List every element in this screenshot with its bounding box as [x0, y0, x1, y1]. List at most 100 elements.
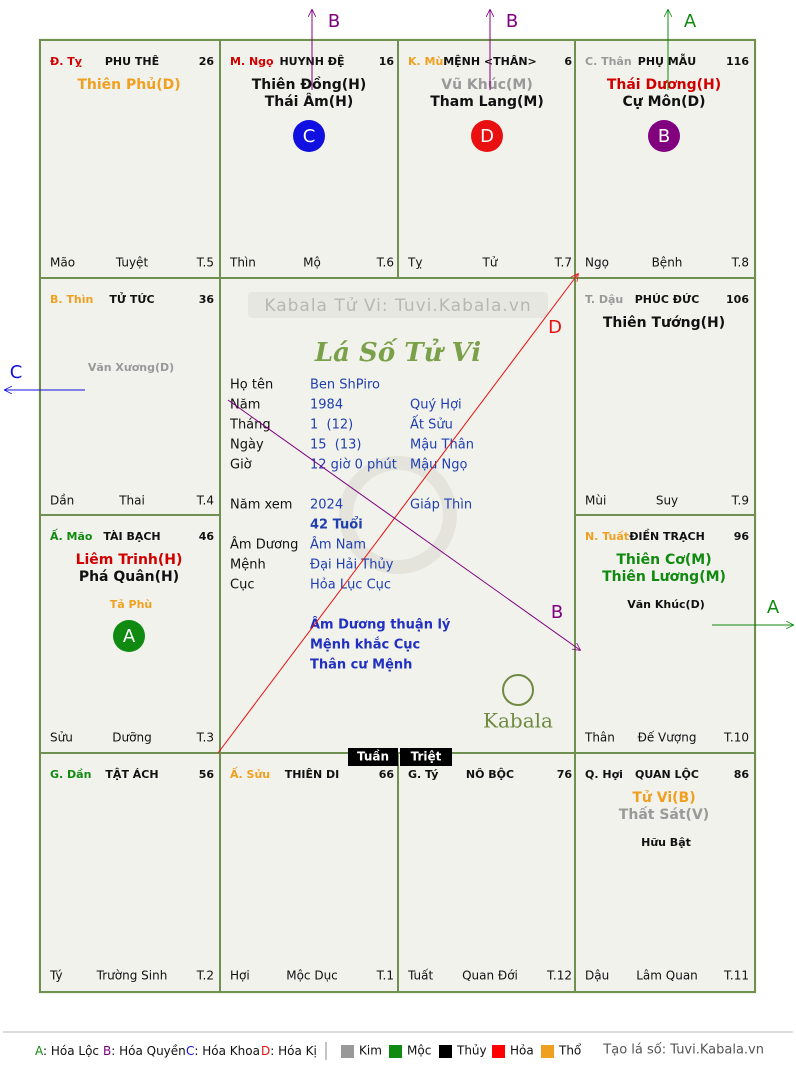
hoa-label: D: [480, 126, 494, 147]
palace-can: Ấ. Sửu: [230, 766, 270, 781]
palace-age: 86: [734, 768, 750, 781]
hoa-badge: [471, 120, 503, 152]
hoa-label: A: [123, 626, 136, 647]
palace-name: TỬ TỨC: [109, 292, 154, 306]
legend-swatch: [541, 1045, 554, 1058]
note: Mệnh khắc Cục: [310, 638, 420, 653]
major-star: Liêm Trinh(H): [76, 552, 183, 568]
arrow-label: A: [767, 597, 780, 618]
logo-icon: [502, 674, 534, 706]
hoa-badge: [113, 620, 145, 652]
legend-swatch: [389, 1045, 402, 1058]
palace-can: G. Tý: [408, 768, 438, 781]
info-value: Quý Hợi: [410, 398, 462, 413]
palace-month: T.8: [731, 256, 749, 270]
palace-age: 76: [557, 768, 573, 781]
info-value: Ben ShPiro: [310, 378, 380, 393]
palace-age: 96: [734, 530, 750, 543]
palace-month: T.1: [376, 969, 394, 983]
palace-can: B. Thìn: [50, 293, 93, 306]
palace-age: 16: [379, 55, 395, 68]
info-value: Hỏa Lục Cục: [310, 578, 391, 593]
legend-element: Hỏa: [510, 1044, 534, 1058]
minor-star: Văn Xương(D): [88, 361, 174, 374]
palace-month: T.3: [196, 731, 214, 745]
info-value: Giáp Thìn: [410, 498, 472, 513]
legend-element: Mộc: [407, 1044, 431, 1058]
palace-stage: Mộc Dục: [286, 969, 338, 983]
palace-name: THIÊN DI: [285, 768, 340, 781]
palace-name: TẬT ÁCH: [105, 768, 158, 781]
arrow-label: B: [551, 602, 563, 623]
hoa-badge: [648, 120, 680, 152]
palace-can: Đ. Tỵ: [50, 55, 82, 68]
legend-text: : Hóa Quyền: [111, 1044, 186, 1058]
arrow-label: C: [10, 362, 23, 383]
legend-element: Thủy: [456, 1044, 487, 1058]
triet-box: [400, 748, 452, 766]
palace-branch: Thìn: [229, 256, 256, 270]
palace-can: G. Dần: [50, 768, 91, 781]
major-star: Thiên Đồng(H): [252, 76, 367, 93]
info-value: Mậu Ngọ: [410, 458, 468, 473]
legend-element: Thổ: [558, 1044, 582, 1058]
info-label: Tháng: [229, 418, 271, 433]
info-value: Ất Sửu: [410, 416, 453, 433]
legend-text: : Hóa Kị: [270, 1044, 317, 1058]
palace-stage: Thai: [118, 494, 145, 508]
palace-branch: Ngọ: [585, 256, 609, 270]
legend-key: A: [35, 1044, 44, 1058]
center-emblem: [339, 456, 457, 574]
info-value: Âm Nam: [310, 537, 366, 553]
major-star: Tử Vi(B): [632, 790, 695, 806]
info-label: Mệnh: [230, 558, 266, 573]
info-value: 1984: [310, 398, 343, 413]
hoa-label: C: [303, 126, 316, 147]
palace-branch: Dậu: [585, 969, 609, 983]
palace-branch: Mão: [50, 256, 75, 270]
palace-stage: Quan Đới: [462, 969, 518, 983]
palace-age: 66: [379, 768, 395, 781]
palace-stage: Mộ: [303, 256, 321, 270]
major-star: Cự Môn(D): [622, 94, 705, 110]
triet: Triệt: [411, 750, 442, 764]
palace-branch: Hợi: [230, 969, 250, 983]
palace-name: PHU THÊ: [105, 55, 159, 68]
major-star: Vũ Khúc(M): [441, 77, 533, 93]
major-star: Thái Dương(H): [607, 77, 721, 93]
palace-stage: Lâm Quan: [636, 969, 698, 983]
legend-swatch: [341, 1045, 354, 1058]
watermark: Kabala Tử Vi: Tuvi.Kabala.vn: [264, 296, 531, 316]
palace-can: Ấ. Mão: [50, 528, 93, 543]
palace-stage: Tuyệt: [115, 256, 149, 270]
credit: Tạo lá số: Tuvi.Kabala.vn: [602, 1043, 764, 1058]
palace-age: 106: [726, 293, 749, 306]
legend-key: B: [103, 1044, 111, 1058]
major-star: Thái Âm(H): [265, 93, 354, 110]
logo: Kabala: [483, 709, 553, 733]
arrow-label: A: [684, 11, 697, 32]
hoa-badge: [293, 120, 325, 152]
legend-text: : Hóa Lộc: [43, 1044, 99, 1058]
major-star: Tham Lang(M): [430, 94, 544, 110]
palace-month: T.11: [723, 969, 749, 983]
legend-swatch: [492, 1045, 505, 1058]
info-value: 1 (12): [310, 418, 353, 433]
info-label: Năm xem: [230, 498, 292, 513]
major-star: Phá Quân(H): [79, 569, 179, 585]
palace-age: 56: [199, 768, 215, 781]
palace-name: PHỤ MẪU: [638, 53, 696, 68]
palace-month: T.10: [723, 731, 749, 745]
palace-name: ĐIỀN TRẠCH: [629, 529, 705, 543]
info-label: Ngày: [230, 438, 264, 453]
info-value: Mậu Thân: [410, 438, 474, 453]
palace-stage: Trường Sinh: [96, 969, 168, 983]
palace-name: NÔ BỘC: [466, 768, 514, 781]
palace-month: T.9: [731, 494, 749, 508]
palace-age: 26: [199, 55, 215, 68]
arrow: [227, 399, 580, 650]
palace-name: PHÚC ĐỨC: [635, 293, 700, 306]
palace-can: M. Ngọ: [230, 55, 274, 68]
palace-name: QUAN LỘC: [635, 768, 699, 781]
